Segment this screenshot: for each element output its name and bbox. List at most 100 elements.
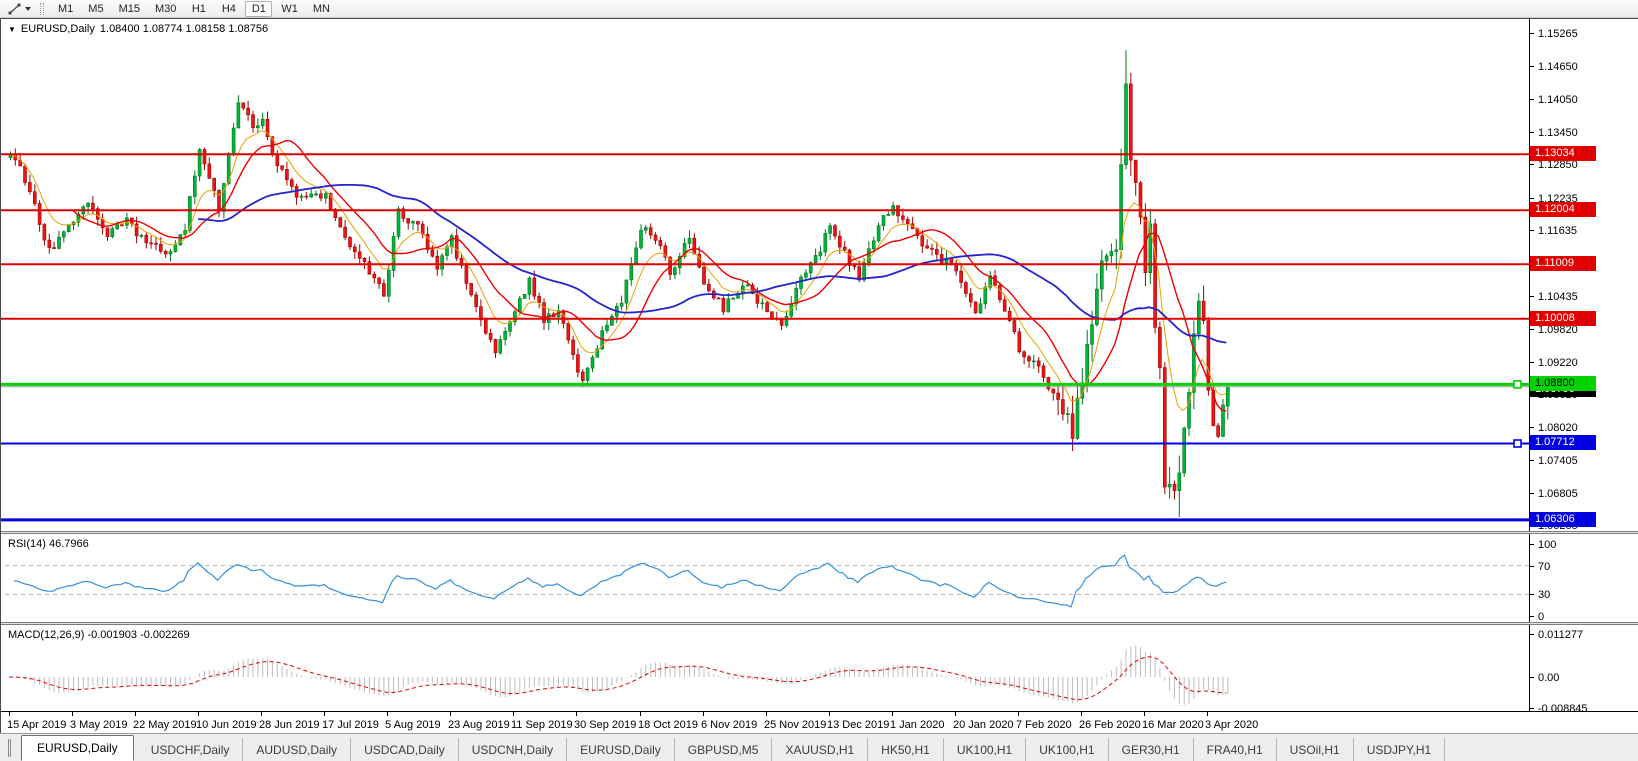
date-label-23-aug-2019: 23 Aug 2019 xyxy=(448,719,510,731)
toolbar-grip[interactable] xyxy=(40,2,44,15)
time-tick xyxy=(513,712,514,716)
macd-panel: MACD(12,26,9) -0.001903 -0.002269 0.0112… xyxy=(1,625,1638,715)
date-label-7-feb-2020: 7 Feb 2020 xyxy=(1016,719,1072,731)
macd-axis: 0.011277 0.00 -0.008845 xyxy=(1529,625,1638,715)
chart-tab-2-audusd-daily[interactable]: AUDUSD,Daily xyxy=(243,738,352,761)
rsi-chart[interactable] xyxy=(1,534,1529,622)
date-label-1-jan-2020: 1 Jan 2020 xyxy=(890,719,945,731)
price-tick-1.09820: 1.09820 xyxy=(1530,323,1578,336)
timeframe-toolbar: M1 M5 M15 M30 H1 H4 D1 W1 MN xyxy=(0,0,1638,18)
time-tick xyxy=(640,712,641,716)
date-label-20-jan-2020: 20 Jan 2020 xyxy=(953,719,1014,731)
price-tick-1.15265: 1.15265 xyxy=(1530,27,1578,40)
date-label-28-jun-2019: 28 Jun 2019 xyxy=(259,719,320,731)
rsi-tick-100: 100 xyxy=(1530,538,1556,551)
chart-tabs: EURUSD,Daily USDCHF,Daily AUDUSD,Daily USDC… xyxy=(0,733,1638,761)
line-studies-icon[interactable] xyxy=(4,1,34,17)
timeframe-w1[interactable]: W1 xyxy=(281,2,298,15)
macd-label: MACD(12,26,9) -0.001903 -0.002269 xyxy=(8,629,190,641)
timeframe-m30[interactable]: M30 xyxy=(154,2,177,15)
symbol-dropdown-icon[interactable]: ▼ xyxy=(8,24,16,34)
price-tick-1.11635: 1.11635 xyxy=(1530,224,1577,237)
price-tick-1.12235: 1.12235 xyxy=(1530,192,1578,205)
time-tick xyxy=(1144,712,1145,716)
hline-price-tag-1.10008: 1.10008 xyxy=(1530,311,1596,326)
timeframe-h4[interactable]: H4 xyxy=(221,2,236,15)
chart-tab-14-usdjpy-h1[interactable]: USDJPY,H1 xyxy=(1354,738,1446,761)
price-tick-1.07405: 1.07405 xyxy=(1530,454,1578,467)
date-label-5-aug-2019: 5 Aug 2019 xyxy=(385,719,441,731)
time-axis: 15 Apr 2019 3 May 2019 22 May 2019 10 Jun 2… xyxy=(1,711,1638,734)
time-tick xyxy=(829,712,830,716)
date-label-22-may-2019: 22 May 2019 xyxy=(133,719,197,731)
price-tick-1.13450: 1.13450 xyxy=(1530,126,1578,139)
chart-tab-6-gbpusd-m5[interactable]: GBPUSD,M5 xyxy=(675,738,773,761)
macd-chart[interactable] xyxy=(1,625,1529,711)
time-tick xyxy=(1081,712,1082,716)
time-tick xyxy=(261,712,262,716)
chart-tab-13-usoil-h1[interactable]: USOil,H1 xyxy=(1277,738,1354,761)
chart-tab-12-fra40-h1[interactable]: FRA40,H1 xyxy=(1194,738,1277,761)
hline-price-tag-1.13034: 1.13034 xyxy=(1530,146,1596,161)
macd-tick-0.00: 0.00 xyxy=(1530,671,1559,684)
hline-price-tag-1.12004: 1.12004 xyxy=(1530,202,1596,217)
chevron-down-icon xyxy=(25,6,31,11)
timeframe-mn[interactable]: MN xyxy=(312,2,330,15)
chart-tab-5-eurusd-daily[interactable]: EURUSD,Daily xyxy=(567,738,675,761)
chart-window: ▼ EURUSD,Daily 1.08400 1.08774 1.08158 1… xyxy=(0,18,1638,734)
chart-tab-11-ger30-h1[interactable]: GER30,H1 xyxy=(1109,738,1194,761)
rsi-tick-70: 70 xyxy=(1530,560,1550,573)
price-tick-1.14650: 1.14650 xyxy=(1530,60,1578,73)
timeframe-d1[interactable]: D1 xyxy=(245,0,273,17)
date-label-15-apr-2019: 15 Apr 2019 xyxy=(7,719,67,731)
macd-tick-0.011277: 0.011277 xyxy=(1530,628,1583,641)
tabbar-grip[interactable] xyxy=(8,739,11,757)
chart-symbol-label: EURUSD,Daily xyxy=(20,23,95,35)
date-label-30-sep-2019: 30 Sep 2019 xyxy=(574,719,637,731)
timeframe-m15[interactable]: M15 xyxy=(118,2,140,15)
timeframe-m1[interactable]: M1 xyxy=(58,2,74,15)
chart-tab-7-xauusd-h1[interactable]: XAUUSD,H1 xyxy=(772,738,869,761)
price-tick-1.08020: 1.08020 xyxy=(1530,421,1578,434)
chart-ohlc-values: 1.08400 1.08774 1.08158 1.08756 xyxy=(99,23,269,35)
timeframe-h1[interactable]: H1 xyxy=(191,2,206,15)
chart-tab-9-uk100-h1[interactable]: UK100,H1 xyxy=(944,738,1027,761)
price-tick-1.14050: 1.14050 xyxy=(1530,93,1578,106)
timeframe-buttons: M1 M5 M15 M30 H1 H4 D1 W1 MN xyxy=(52,0,336,17)
timeframe-m5[interactable]: M5 xyxy=(88,2,104,15)
price-tick-1.06805: 1.06805 xyxy=(1530,487,1578,500)
panel-splitter[interactable] xyxy=(1,622,1638,625)
time-tick xyxy=(1018,712,1019,716)
date-label-13-dec-2019: 13 Dec 2019 xyxy=(827,719,890,731)
rsi-axis: 100 70 30 0 xyxy=(1529,534,1638,623)
time-tick xyxy=(9,712,10,716)
chart-tab-0-eurusd-daily[interactable]: EURUSD,Daily xyxy=(21,735,134,761)
hline-price-tag-1.07712: 1.07712 xyxy=(1530,435,1596,450)
rsi-panel: RSI(14) 46.7966 100 70 30 0 xyxy=(1,534,1638,623)
date-label-3-may-2019: 3 May 2019 xyxy=(70,719,128,731)
date-label-6-nov-2019: 6 Nov 2019 xyxy=(701,719,758,731)
date-label-17-jul-2019: 17 Jul 2019 xyxy=(322,719,379,731)
hline-price-tag-1.11009: 1.11009 xyxy=(1530,256,1596,271)
time-tick xyxy=(955,712,956,716)
date-label-18-oct-2019: 18 Oct 2019 xyxy=(638,719,698,731)
time-tick xyxy=(198,712,199,716)
hline-price-tag-1.06306: 1.06306 xyxy=(1530,512,1596,527)
price-tick-1.09220: 1.09220 xyxy=(1530,356,1578,369)
time-tick xyxy=(387,712,388,716)
chart-tab-10-uk100-h1[interactable]: UK100,H1 xyxy=(1026,738,1109,761)
candlestick-chart[interactable] xyxy=(1,19,1529,531)
date-label-26-feb-2020: 26 Feb 2020 xyxy=(1079,719,1141,731)
chart-tab-8-hk50-h1[interactable]: HK50,H1 xyxy=(868,738,944,761)
rsi-tick-30: 30 xyxy=(1530,588,1550,601)
price-tick-1.12850: 1.12850 xyxy=(1530,158,1578,171)
price-tick-1.10435: 1.10435 xyxy=(1530,290,1578,303)
chart-tab-4-usdcnh-daily[interactable]: USDCNH,Daily xyxy=(459,738,568,761)
date-label-3-apr-2020: 3 Apr 2020 xyxy=(1205,719,1259,731)
time-tick xyxy=(72,712,73,716)
chart-title: ▼ EURUSD,Daily 1.08400 1.08774 1.08158 1… xyxy=(8,23,268,35)
panel-splitter[interactable] xyxy=(1,531,1638,534)
chart-tab-1-usdchf-daily[interactable]: USDCHF,Daily xyxy=(138,738,244,761)
rsi-tick-0: 0 xyxy=(1530,610,1544,623)
chart-tab-3-usdcad-daily[interactable]: USDCAD,Daily xyxy=(351,738,459,761)
